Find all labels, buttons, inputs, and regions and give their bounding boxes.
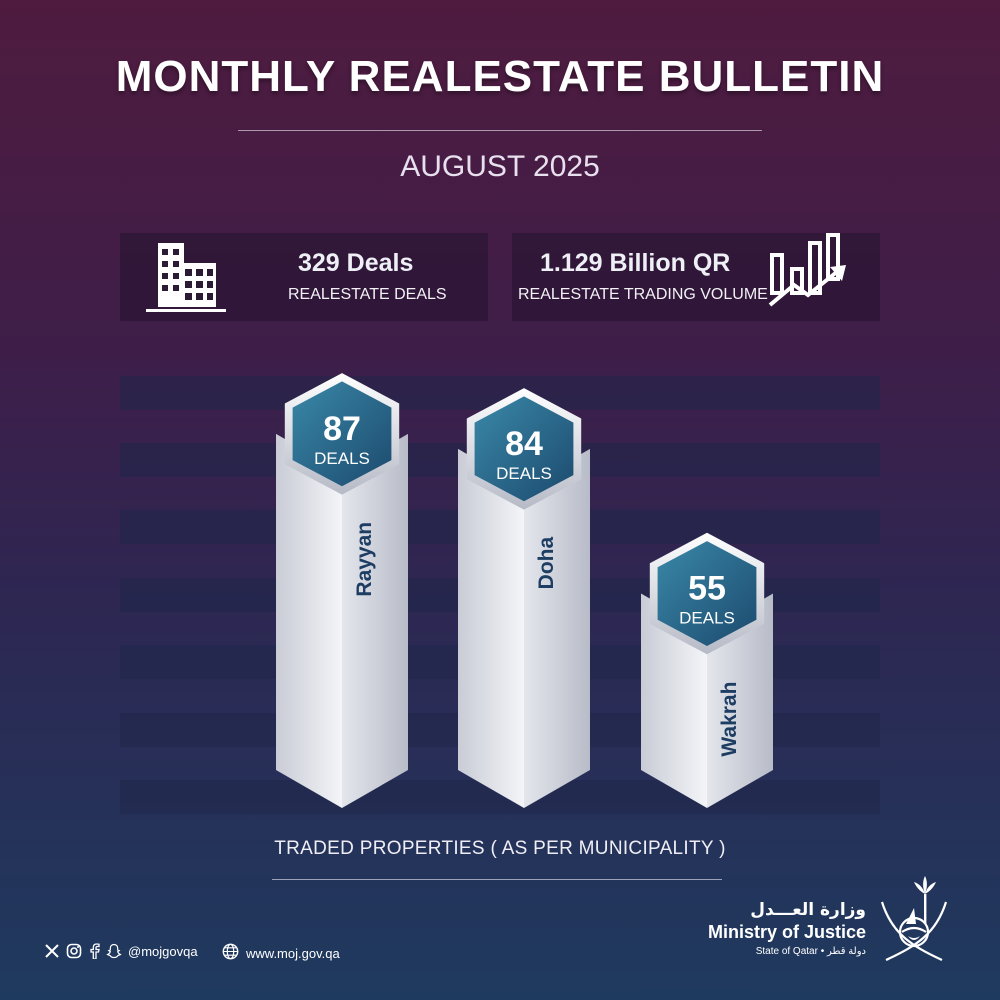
social-handle[interactable]: @mojgovqa: [128, 943, 198, 959]
data-label-value: 84: [505, 425, 543, 463]
data-label-unit: DEALS: [496, 464, 552, 483]
growth-chart-icon: [766, 233, 850, 316]
globe-icon: [222, 943, 239, 963]
volume-label: REALESTATE TRADING VOLUME: [518, 286, 768, 303]
page-title: MONTHLY REALESTATE BULLETIN: [115, 52, 885, 101]
pillar-right-face: [524, 448, 590, 808]
website-link[interactable]: www.moj.gov.qa: [222, 943, 340, 963]
facebook-icon[interactable]: [88, 943, 100, 959]
data-label-unit: DEALS: [679, 609, 735, 628]
volume-value: 1.129 Billion QR: [540, 249, 731, 277]
qatar-emblem-icon: [872, 872, 956, 969]
buildings-icon: [144, 241, 228, 320]
ministry-name-english: Ministry of Justice: [707, 922, 866, 942]
ministry-logo-text: وزارة العـــدل Ministry of Justice State…: [708, 900, 866, 957]
deals-value: 329 Deals: [298, 249, 414, 277]
data-label-value: 87: [323, 410, 361, 448]
deals-label: REALESTATE DEALS: [288, 286, 447, 303]
category-label: Wakrah: [718, 682, 741, 757]
state-line: State of Qatar • دولة قطر: [755, 946, 866, 957]
chart-caption: TRADED PROPERTIES ( AS PER MUNICIPALITY …: [274, 838, 726, 859]
category-label: Rayyan: [353, 522, 376, 597]
data-label-unit: DEALS: [314, 449, 370, 468]
website-url: www.moj.gov.qa: [246, 945, 340, 961]
caption-divider: [272, 879, 722, 880]
snapchat-icon[interactable]: [106, 943, 122, 959]
ministry-name-arabic: وزارة العـــدل: [750, 900, 866, 920]
period-label: AUGUST 2025: [400, 150, 600, 183]
instagram-icon[interactable]: [66, 943, 82, 959]
data-label-value: 55: [688, 570, 726, 608]
hex-badge: [292, 381, 392, 487]
social-links: @mojgovqa: [44, 943, 198, 959]
hex-badge: [657, 541, 757, 646]
volume-stat-card: 1.129 Billion QR REALESTATE TRADING VOLU…: [512, 233, 880, 321]
x-icon[interactable]: [44, 943, 60, 959]
hex-badge: [474, 396, 574, 502]
category-label: Doha: [535, 537, 558, 590]
pillar-right-face: [707, 593, 773, 808]
title-divider: [238, 130, 762, 131]
deals-stat-card: 329 Deals REALESTATE DEALS: [120, 233, 488, 321]
pillar-left-face: [641, 593, 707, 808]
pillar-right-face: [342, 433, 408, 808]
pillar-left-face: [458, 448, 524, 808]
pillar-left-face: [276, 433, 342, 808]
